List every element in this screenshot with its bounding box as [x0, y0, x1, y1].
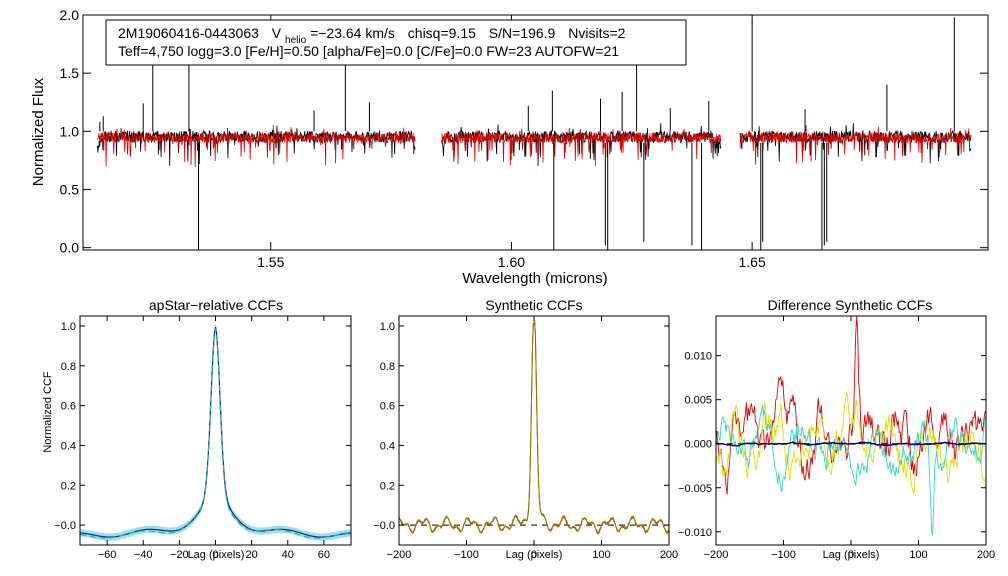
spectrum-x-tick-label: 1.60: [498, 254, 525, 270]
synthetic-x-tick-label: −200: [387, 549, 412, 561]
apstar-y-tick-label: 1.0: [61, 321, 76, 333]
difference-y-tick-label: −0.010: [678, 527, 712, 539]
difference-x-tick-label: 0: [848, 549, 854, 561]
difference-ccf-line: [715, 315, 986, 495]
svg-text:2M19060416-0443063 V: 2M19060416-0443063 V helio =−23.64 km/s …: [118, 25, 626, 46]
spectrum-x-tick-label: 1.55: [257, 254, 284, 270]
difference-x-tick-label: 200: [977, 549, 995, 561]
difference-y-tick-label: 0.005: [684, 395, 712, 407]
apstar-y-tick-label: 0.2: [61, 480, 76, 492]
synthetic-y-tick-label: 1.0: [380, 321, 395, 333]
difference-y-tick-label: 0.010: [684, 351, 712, 363]
spectrum-panel: 1.55 1.60 1.65 0.0 0.5 1.0 1.5 2.0 Wavelength (…: [30, 7, 989, 287]
synthetic-ccf-panel: Synthetic CCFs −200 −100 0 100 200 −0.0 0.2 0.4…: [373, 297, 678, 561]
synthetic-y-tick-label: 0.2: [380, 480, 395, 492]
apstar-x-tick-label: −20: [170, 549, 189, 561]
spectrum-y-tick-label: 2.0: [60, 7, 80, 23]
apstar-x-axis-title: Lag (pixels): [188, 549, 245, 561]
apstar-x-tick-label: −60: [98, 549, 117, 561]
synthetic-x-tick-label: −100: [454, 549, 479, 561]
synthetic-y-tick-label: 0.8: [380, 361, 395, 373]
difference-y-tick-label: −0.005: [678, 483, 712, 495]
difference-x-tick-label: 100: [909, 549, 927, 561]
chisq-value: chisq=9.15: [408, 25, 476, 41]
spectrum-model-line: [441, 127, 722, 167]
info-box: 2M19060416-0443063 V helio =−23.64 km/s …: [105, 19, 687, 66]
difference-ccf-line: [715, 405, 986, 536]
spectrum-observed-line: [739, 123, 972, 164]
spectrum-y-tick-label: 0.5: [60, 182, 80, 198]
apstar-ccf-band: [80, 323, 351, 541]
spectrum-model-line: [97, 125, 416, 168]
v-helio-label: V: [272, 25, 282, 41]
apstar-x-tick-label: 20: [246, 549, 258, 561]
spectrum-model-line: [739, 125, 972, 165]
apstar-y-tick-label: 0.4: [61, 440, 76, 452]
apstar-y-tick-label: 0.6: [61, 401, 76, 413]
v-helio-subscript: helio: [285, 35, 307, 46]
snr-value: S/N=196.9: [489, 25, 556, 41]
spectrum-y-tick-label: 1.5: [60, 65, 80, 81]
nvisits-value: Nvisits=2: [568, 25, 625, 41]
apstar-x-tick-label: 0: [212, 549, 218, 561]
synthetic-x-tick-label: 200: [660, 549, 678, 561]
difference-x-tick-label: −100: [771, 549, 796, 561]
difference-ccf-title: Difference Synthetic CCFs: [768, 297, 933, 313]
spectrum-x-tick-label: 1.65: [738, 254, 765, 270]
apstar-x-tick-label: 40: [282, 549, 294, 561]
apstar-x-tick-label: 60: [318, 549, 330, 561]
apstar-ccf-title: apStar−relative CCFs: [149, 297, 283, 313]
synthetic-ccf-line: [398, 321, 670, 535]
synthetic-y-tick-label: −0.0: [373, 520, 395, 532]
v-helio-value: =−23.64 km/s: [310, 25, 395, 41]
difference-x-axis-title: Lag (pixels): [823, 549, 880, 561]
synthetic-y-tick-label: 0.4: [380, 440, 395, 452]
synthetic-ccf-line: [398, 319, 670, 534]
difference-x-tick-label: −200: [704, 549, 729, 561]
apstar-x-tick-label: −40: [134, 549, 153, 561]
spectrum-y-axis-title: Normalized Flux: [30, 77, 47, 186]
apstar-y-tick-label: 0.8: [61, 361, 76, 373]
apstar-ccf-line: [79, 326, 352, 538]
synthetic-x-tick-label: 100: [592, 549, 610, 561]
spectrum-observed-line: [441, 123, 722, 166]
apstar-ccf-line: [79, 328, 351, 539]
synthetic-y-tick-label: 0.6: [380, 401, 395, 413]
apstar-y-tick-label: −0.0: [54, 520, 76, 532]
spectrum-y-tick-label: 0.0: [60, 240, 80, 256]
spectrum-y-tick-label: 1.0: [60, 123, 80, 139]
stellar-parameters: Teff=4,750 logg=3.0 [Fe/H]=0.50 [alpha/F…: [118, 43, 619, 59]
apstar-ccf-panel: apStar−relative CCFs −60 −40 −20 0 20 40 60 −0.…: [42, 297, 352, 561]
spectrum-observed-line: [97, 125, 416, 166]
difference-y-tick-label: 0.000: [684, 439, 712, 451]
synthetic-ccf-title: Synthetic CCFs: [485, 297, 582, 313]
apstar-y-axis-title: Normalized CCF: [42, 371, 54, 453]
difference-ccf-line: [715, 392, 986, 494]
spectrum-x-axis-title: Wavelength (microns): [462, 270, 607, 287]
synthetic-x-tick-label: 0: [531, 549, 537, 561]
synthetic-x-axis-title: Lag (pixels): [506, 549, 563, 561]
difference-ccf-panel: Difference Synthetic CCFs −200 −100 0 100 20…: [678, 297, 995, 561]
object-id: 2M19060416-0443063: [118, 25, 259, 41]
